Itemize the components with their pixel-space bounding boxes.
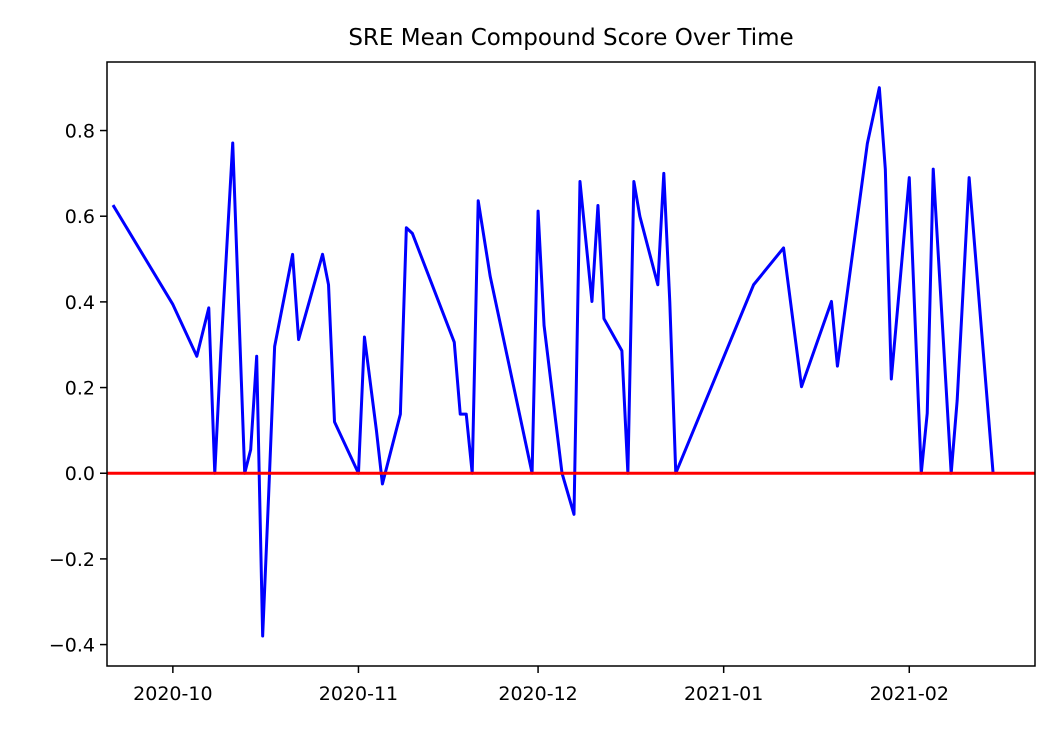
data-point <box>405 226 408 229</box>
data-point <box>543 324 546 327</box>
y-axis: −0.4 −0.2 0.0 0.2 0.4 0.6 0.8 <box>49 121 107 657</box>
data-point <box>632 180 635 183</box>
data-point <box>195 355 198 358</box>
data-point <box>800 385 803 388</box>
data-point <box>968 176 971 179</box>
data-point <box>219 352 222 355</box>
data-point <box>459 413 462 416</box>
x-tick-label: 2021-02 <box>870 683 949 705</box>
data-point <box>399 413 402 416</box>
data-point <box>830 300 833 303</box>
y-tick-label: 0.0 <box>65 463 95 485</box>
data-point <box>752 283 755 286</box>
data-point <box>866 142 869 145</box>
y-tick-label: 0.2 <box>65 378 95 400</box>
data-point <box>578 180 581 183</box>
data-point <box>249 448 252 451</box>
data-point <box>231 141 234 144</box>
data-point <box>620 349 623 352</box>
data-point <box>908 176 911 179</box>
x-axis: 2020-10 2020-11 2020-12 2021-01 2021-02 <box>133 666 949 705</box>
data-point <box>297 338 300 341</box>
data-point <box>291 253 294 256</box>
axes-frame <box>106 61 1036 667</box>
data-point <box>602 317 605 320</box>
data-point <box>932 168 935 171</box>
x-tick-label: 2020-12 <box>498 683 577 705</box>
data-point <box>656 283 659 286</box>
data-point <box>590 300 593 303</box>
data-point <box>327 283 330 286</box>
y-tick-label: −0.4 <box>49 635 95 657</box>
data-point <box>782 246 785 249</box>
data-point <box>668 300 671 303</box>
data-point <box>381 482 384 485</box>
series-layer <box>107 86 1035 638</box>
plot-area <box>106 61 1036 667</box>
data-point <box>321 253 324 256</box>
data-point <box>207 306 210 309</box>
data-point <box>890 377 893 380</box>
data-point <box>956 399 959 402</box>
data-point <box>537 210 540 213</box>
series-line <box>111 86 995 638</box>
data-point <box>453 341 456 344</box>
data-point <box>261 635 264 638</box>
data-point <box>465 413 468 416</box>
data-point <box>267 493 270 496</box>
data-point <box>171 303 174 306</box>
data-point <box>255 355 258 358</box>
data-point <box>363 336 366 339</box>
data-point <box>411 232 414 235</box>
data-point <box>111 204 114 207</box>
y-tick-label: 0.6 <box>65 206 95 228</box>
data-point <box>375 429 378 432</box>
data-point <box>477 199 480 202</box>
data-point <box>273 345 276 348</box>
x-tick-label: 2020-10 <box>133 683 212 705</box>
data-point <box>926 412 929 415</box>
data-point <box>638 215 641 218</box>
data-point <box>836 365 839 368</box>
x-tick-label: 2021-01 <box>684 683 763 705</box>
data-point <box>572 513 575 516</box>
y-tick-label: −0.2 <box>49 549 95 571</box>
data-point <box>878 86 881 89</box>
data-point <box>662 172 665 175</box>
data-point <box>596 204 599 207</box>
data-point <box>489 275 492 278</box>
y-tick-label: 0.8 <box>65 121 95 143</box>
y-tick-label: 0.4 <box>65 292 95 314</box>
chart-title: SRE Mean Compound Score Over Time <box>348 25 793 51</box>
x-tick-label: 2020-11 <box>319 683 398 705</box>
data-point <box>333 420 336 423</box>
data-point <box>884 168 887 171</box>
